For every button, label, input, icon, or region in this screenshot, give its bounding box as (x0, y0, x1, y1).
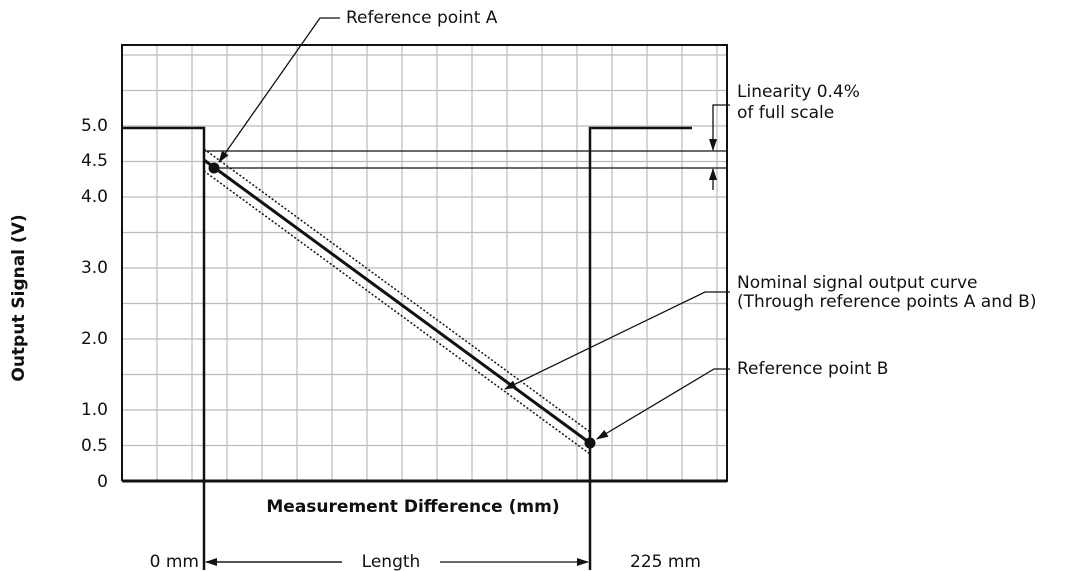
point-b (584, 437, 596, 449)
grid (122, 45, 727, 481)
signal-left (122, 126, 206, 570)
leader-nominal (504, 291, 730, 390)
x-axis-title: Measurement Difference (mm) (266, 497, 559, 517)
y-tick-label: 4.5 (81, 151, 108, 171)
nominal-curve (203, 158, 591, 445)
label-nominal: (Through reference points A and B) (737, 292, 1036, 312)
y-tick-label: 2.0 (81, 329, 108, 349)
label-reference-b: Reference point B (737, 359, 888, 379)
dim-span: Length (362, 552, 421, 571)
label-linearity: Linearity 0.4% (737, 82, 860, 102)
linearity-leader (709, 104, 730, 151)
y-axis-title: Output Signal (V) (9, 214, 29, 381)
leader-b (596, 368, 730, 440)
label-reference-a: Reference point A (346, 8, 498, 28)
y-tick-label: 1.0 (81, 400, 108, 420)
label-nominal: Nominal signal output curve (737, 273, 978, 293)
dim-end: 225 mm (630, 552, 701, 571)
y-tick-label: 3.0 (81, 258, 108, 278)
dim-start: 0 mm (150, 552, 199, 571)
y-tick-label: 5.0 (81, 116, 108, 136)
signal-right (588, 126, 692, 570)
leader-a (218, 17, 340, 163)
y-tick-label: 0.5 (81, 436, 108, 456)
y-tick-label: 0 (97, 472, 108, 492)
y-tick-label: 4.0 (81, 187, 108, 207)
label-linearity: of full scale (737, 103, 834, 123)
